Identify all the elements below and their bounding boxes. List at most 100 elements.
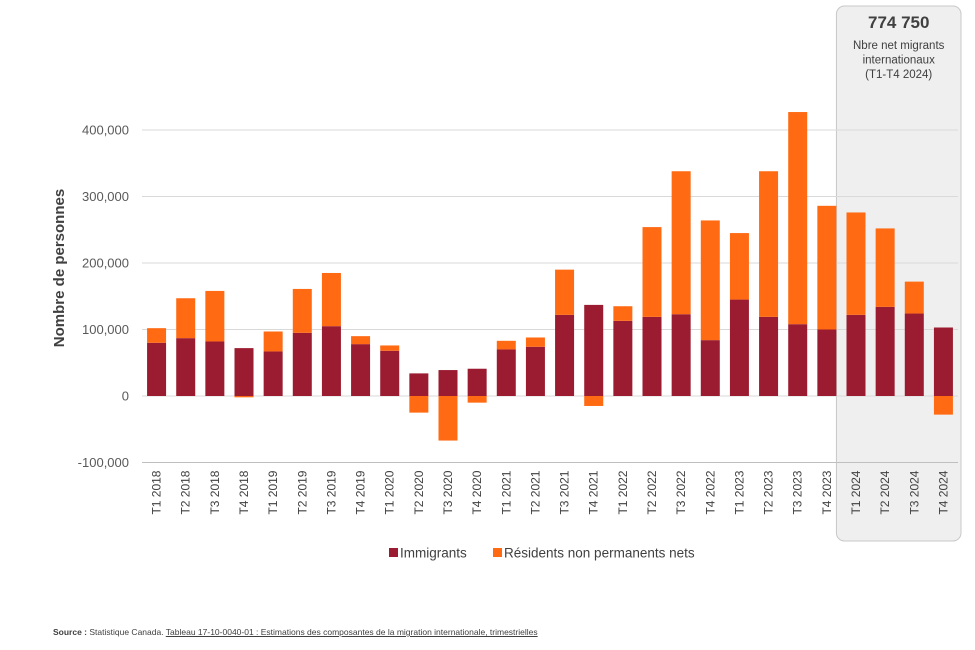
x-tick-label: T3 2020 xyxy=(441,470,455,514)
legend-swatch xyxy=(493,548,502,557)
x-tick-label: T3 2023 xyxy=(791,470,805,514)
bar-residents-non-permanents xyxy=(263,331,283,352)
bar-residents-non-permanents xyxy=(613,306,633,321)
bar-immigrants xyxy=(263,351,283,396)
bar-residents-non-permanents xyxy=(846,212,866,315)
source-text: Statistique Canada. xyxy=(87,627,166,637)
x-tick-label: T3 2021 xyxy=(558,470,572,514)
x-tick-label: T1 2024 xyxy=(849,470,863,514)
source-label: Source : xyxy=(53,627,88,637)
bar-immigrants xyxy=(234,348,254,396)
y-axis-label: Nombre de personnes xyxy=(51,189,68,347)
x-tick-label: T3 2024 xyxy=(907,470,921,514)
bar-residents-non-permanents xyxy=(496,340,516,350)
bar-residents-non-permanents xyxy=(321,272,341,327)
callout-line: (T1-T4 2024) xyxy=(865,69,932,81)
bar-immigrants xyxy=(613,320,633,396)
x-tick-label: T4 2022 xyxy=(703,470,717,514)
bar-immigrants xyxy=(409,373,429,396)
x-tick-label: T4 2023 xyxy=(820,470,834,514)
bar-immigrants xyxy=(176,338,196,396)
bar-immigrants xyxy=(467,368,487,396)
bar-residents-non-permanents xyxy=(584,396,604,406)
source-note: Source : Statistique Canada. Tableau 17-… xyxy=(53,627,538,637)
bar-immigrants xyxy=(875,306,895,396)
bar-residents-non-permanents xyxy=(467,396,487,403)
bar-immigrants xyxy=(205,341,225,396)
bar-residents-non-permanents xyxy=(176,298,196,339)
x-tick-label: T4 2021 xyxy=(587,470,601,514)
legend-label: Immigrants xyxy=(400,546,467,561)
bar-residents-non-permanents xyxy=(759,171,779,317)
source-link[interactable]: Tableau 17-10-0040-01 : Estimations des … xyxy=(165,627,538,637)
bar-immigrants xyxy=(525,346,545,396)
bar-residents-non-permanents xyxy=(438,396,458,441)
bar-residents-non-permanents xyxy=(788,112,808,325)
bar-immigrants xyxy=(380,350,400,396)
x-tick-label: T2 2024 xyxy=(878,470,892,514)
bar-immigrants xyxy=(642,316,662,396)
x-tick-label: T1 2023 xyxy=(732,470,746,514)
bar-immigrants xyxy=(292,332,312,396)
bar-residents-non-permanents xyxy=(875,228,895,307)
legend-swatch xyxy=(389,548,398,557)
x-tick-label: T2 2023 xyxy=(762,470,776,514)
bar-immigrants xyxy=(351,344,371,396)
bar-immigrants xyxy=(759,316,779,396)
y-tick-label: 400,000 xyxy=(82,123,129,138)
bar-immigrants xyxy=(438,370,458,396)
x-tick-label: T2 2022 xyxy=(645,470,659,514)
bars-layer xyxy=(147,112,953,441)
bar-residents-non-permanents xyxy=(409,396,429,413)
x-tick-label: T2 2021 xyxy=(528,470,542,514)
x-tick-label: T4 2020 xyxy=(470,470,484,514)
bar-immigrants xyxy=(817,329,837,396)
bar-residents-non-permanents xyxy=(292,288,312,333)
bar-immigrants xyxy=(933,327,953,396)
bar-immigrants xyxy=(904,313,924,396)
bar-immigrants xyxy=(671,314,691,396)
x-tick-label: T3 2022 xyxy=(674,470,688,514)
y-tick-label: 200,000 xyxy=(82,256,129,271)
bar-residents-non-permanents xyxy=(380,345,400,351)
bar-residents-non-permanents xyxy=(642,227,662,317)
bar-residents-non-permanents xyxy=(555,269,575,315)
bar-residents-non-permanents xyxy=(817,205,837,330)
x-tick-label: T1 2018 xyxy=(150,470,164,514)
axis-layer: -100,000 0 100,000 200,000 300,000 400,000 T1 … xyxy=(78,123,958,515)
bar-immigrants xyxy=(321,326,341,396)
x-tick-label: T3 2018 xyxy=(208,470,222,514)
highlight-box-layer xyxy=(835,5,962,542)
callout-value: 774 750 xyxy=(868,13,929,32)
x-tick-label: T1 2021 xyxy=(499,470,513,514)
x-tick-label: T4 2018 xyxy=(237,470,251,514)
bar-immigrants xyxy=(788,324,808,396)
highlight-box xyxy=(835,5,962,542)
callout-layer: 774 750 Nbre net migrants internationaux (T… xyxy=(853,13,945,81)
bar-immigrants xyxy=(496,349,516,396)
x-tick-label: T1 2022 xyxy=(616,470,630,514)
bar-residents-non-permanents xyxy=(234,396,254,398)
bar-immigrants xyxy=(700,340,720,396)
bar-residents-non-permanents xyxy=(729,233,749,300)
callout-line: Nbre net migrants xyxy=(853,40,945,52)
y-tick-label: 300,000 xyxy=(82,189,129,204)
callout-line: internationaux xyxy=(863,55,935,67)
x-tick-label: T1 2019 xyxy=(266,470,280,514)
legend: Immigrants Résidents non permanents nets xyxy=(389,546,695,561)
bar-residents-non-permanents xyxy=(933,396,953,415)
x-tick-label: T2 2018 xyxy=(179,470,193,514)
bar-residents-non-permanents xyxy=(904,281,924,314)
x-tick-label: T2 2019 xyxy=(295,470,309,514)
x-tick-label: T2 2020 xyxy=(412,470,426,514)
bar-residents-non-permanents xyxy=(671,171,691,315)
bar-immigrants xyxy=(555,314,575,396)
bar-immigrants xyxy=(584,304,604,396)
x-tick-label: T3 2019 xyxy=(324,470,338,514)
y-tick-label: 0 xyxy=(122,389,129,404)
bar-residents-non-permanents xyxy=(525,337,545,347)
x-tick-label: T4 2019 xyxy=(354,470,368,514)
bar-residents-non-permanents xyxy=(351,336,371,345)
bar-residents-non-permanents xyxy=(700,220,720,341)
